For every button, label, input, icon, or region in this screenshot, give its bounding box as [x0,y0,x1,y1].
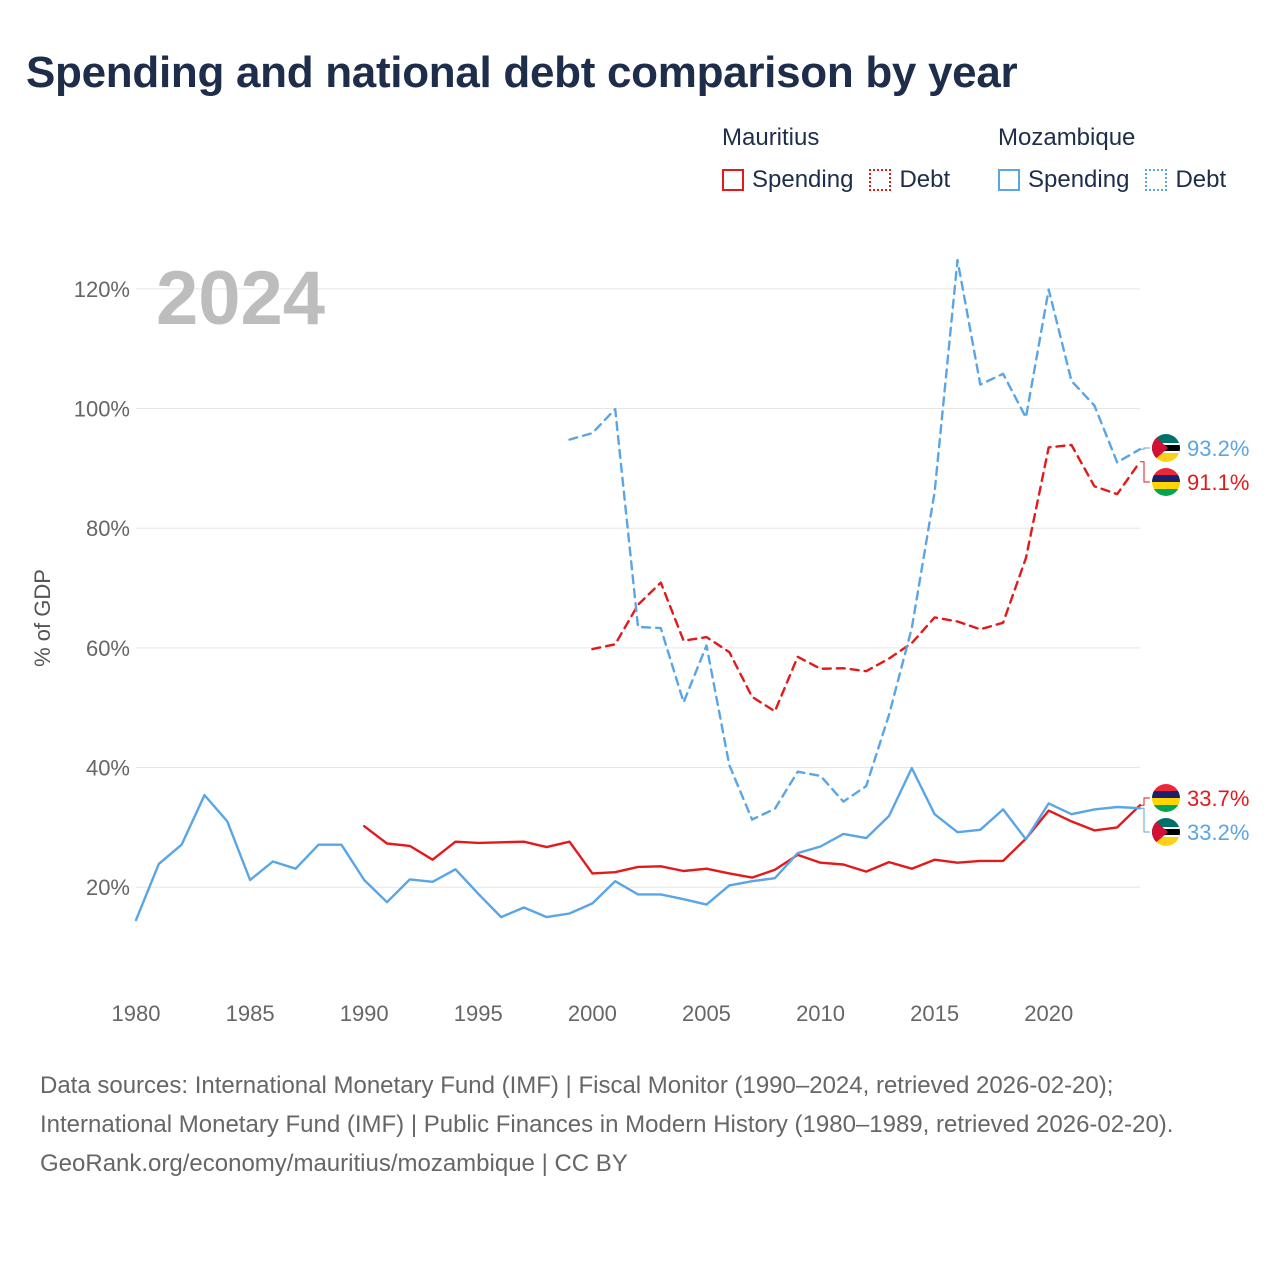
mozambique-spending-line[interactable] [134,766,1142,922]
x-tick-label: 2010 [796,1001,845,1026]
y-tick-label: 120% [74,277,130,302]
flag-stripe [1152,835,1180,837]
x-tick-label: 2000 [568,1001,617,1026]
flag-stripe [1152,451,1180,453]
y-axis-label: % of GDP [30,569,55,667]
flag-stripe [1152,837,1180,846]
solid-swatch-icon [998,169,1020,191]
legend-label: Debt [1175,166,1227,193]
legend-mozambique-spending[interactable]: Spending [998,166,1129,194]
mozambique-flag-icon [1152,818,1180,846]
end-label-connector [1140,447,1150,450]
mauritius-debt-line[interactable] [591,443,1142,713]
y-axis-ticks: 20% 40% 60% 80% 100% 120% [74,277,130,900]
legend-mauritius-debt[interactable]: Debt [869,166,950,194]
end-value-label: 33.2% [1187,820,1249,845]
legend-mauritius-spending[interactable]: Spending [722,166,853,194]
mauritius-flag-icon [1152,784,1180,812]
flag-stripe [1152,475,1180,482]
mozambique-flag-icon [1152,434,1180,462]
flag-stripe [1152,482,1180,489]
legend-mozambique-debt[interactable]: Debt [1145,166,1226,194]
line-chart: 2024 % of GDP 20%40%60%80%100%120% 1980 1… [30,256,1249,1026]
legend-label: Debt [899,166,951,193]
flag-stripe [1152,791,1180,798]
x-tick-label: 2005 [682,1001,731,1026]
mozambique-debt-line[interactable] [568,258,1142,821]
legend-label: Spending [1028,166,1130,193]
end-value-label: 33.7% [1187,786,1249,811]
flag-stripe [1152,468,1180,475]
flag-stripe [1152,818,1180,827]
solid-swatch-icon [722,169,744,191]
flag-clip [1152,818,1180,846]
flag-triangle [1152,434,1168,462]
mauritius-spending-line[interactable] [363,804,1142,879]
current-year-label: 2024 [156,256,325,341]
dotted-swatch-icon [869,169,892,191]
attribution-link[interactable]: GeoRank.org/economy/mauritius/mozambique… [40,1150,628,1177]
flag-stripe [1152,784,1180,791]
y-tick-label: 40% [86,756,130,781]
flag-triangle [1152,818,1168,846]
end-value-label: 93.2% [1187,436,1249,461]
data-sources-text: Data sources: International Monetary Fun… [40,1072,1174,1138]
x-tick-label: 2015 [910,1001,959,1026]
end-label-connector [1140,797,1150,806]
flag-stripe [1152,453,1180,462]
end-label-connector [1140,807,1150,833]
end-labels: 33.7% 33.2% 91.1% 93.2% [1140,434,1249,846]
x-tick-label: 1995 [454,1001,503,1026]
x-tick-label: 1990 [340,1001,389,1026]
gridlines [136,288,1140,888]
x-tick-label: 1980 [112,1001,161,1026]
end-label-connector [1140,461,1150,483]
series-lines [134,258,1142,922]
mauritius-flag-icon [1152,468,1180,496]
dotted-swatch-icon [1145,169,1168,191]
flag-stripe [1152,827,1180,829]
x-tick-label: 1985 [226,1001,275,1026]
chart-title: Spending and national debt comparison by… [26,48,1018,97]
flag-clip [1152,468,1180,496]
flag-stripe [1152,805,1180,812]
flag-stripe [1152,798,1180,805]
y-tick-label: 100% [74,397,130,422]
flag-stripe [1152,434,1180,443]
legend-country-mauritius: Mauritius [722,124,820,151]
y-tick-label: 20% [86,875,130,900]
legend-country-mozambique: Mozambique [998,124,1136,151]
flag-clip [1152,784,1180,812]
x-axis-ticks: 1980 1985 1990 1995 2000 2005 2010 2015 2020 [112,1001,1074,1026]
flag-stripe [1152,489,1180,496]
flag-stripe [1152,443,1180,445]
legend-group-mozambique: Mozambique Spending Debt [998,122,1226,194]
y-tick-label: 60% [86,636,130,661]
flag-clip [1152,434,1180,462]
legend-label: Spending [752,166,854,193]
sources-footer: Data sources: International Monetary Fun… [40,1066,1240,1183]
x-tick-label: 2020 [1024,1001,1073,1026]
legend-group-mauritius: Mauritius Spending Debt [722,122,950,194]
end-value-label: 91.1% [1187,470,1249,495]
y-tick-label: 80% [86,516,130,541]
